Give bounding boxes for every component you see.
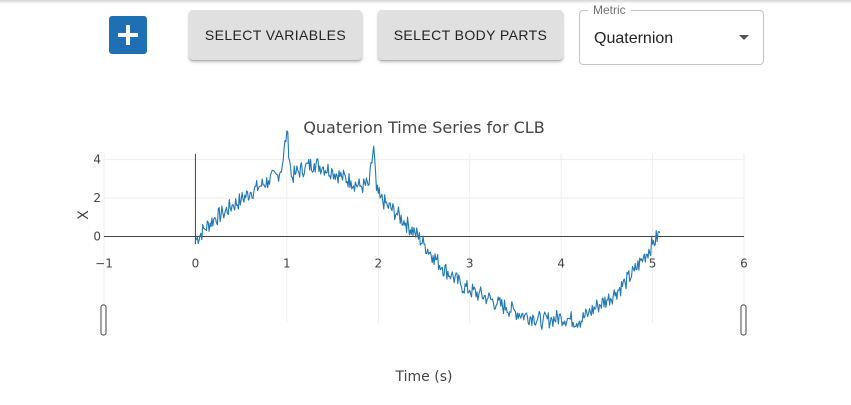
y-axis-title: X <box>76 210 92 220</box>
x-tick-label: −1 <box>95 257 113 271</box>
x-tick-label: 1 <box>283 257 291 271</box>
y-tick-label: 2 <box>93 191 101 205</box>
x-tick-label: 5 <box>649 257 657 271</box>
chart-title: Quaterion Time Series for CLB <box>303 118 544 137</box>
x-axis-title: Time (s) <box>395 369 453 385</box>
add-button[interactable] <box>109 16 147 54</box>
x-tick-label: 2 <box>374 257 382 271</box>
x-tick-label: 3 <box>466 257 474 271</box>
axes <box>104 153 744 245</box>
select-body-parts-label: SELECT BODY PARTS <box>393 27 548 43</box>
tick-labels: −1 0 1 2 3 4 5 6 0 2 4 <box>93 153 747 271</box>
plus-icon <box>117 24 139 46</box>
y-tick-label: 0 <box>93 230 101 244</box>
gridlines <box>103 153 745 323</box>
metric-select-legend: Metric <box>588 3 631 17</box>
x-tick-label: 0 <box>192 257 200 271</box>
top-shadow <box>0 0 851 4</box>
range-slider-left-handle[interactable] <box>100 304 107 336</box>
series-line <box>195 130 661 330</box>
select-variables-button[interactable]: SELECT VARIABLES <box>189 10 362 60</box>
metric-select[interactable]: Metric Quaternion <box>579 3 764 65</box>
y-tick-label: 4 <box>93 153 101 167</box>
chevron-down-icon <box>739 35 749 40</box>
range-slider-right-handle[interactable] <box>740 304 747 336</box>
x-tick-label: 6 <box>740 257 748 271</box>
select-body-parts-button[interactable]: SELECT BODY PARTS <box>378 10 563 60</box>
select-variables-label: SELECT VARIABLES <box>204 27 347 43</box>
series-layer <box>195 130 661 330</box>
x-tick-label: 4 <box>557 257 565 271</box>
metric-select-value: Quaternion <box>594 30 674 47</box>
range-slider[interactable] <box>100 304 747 336</box>
